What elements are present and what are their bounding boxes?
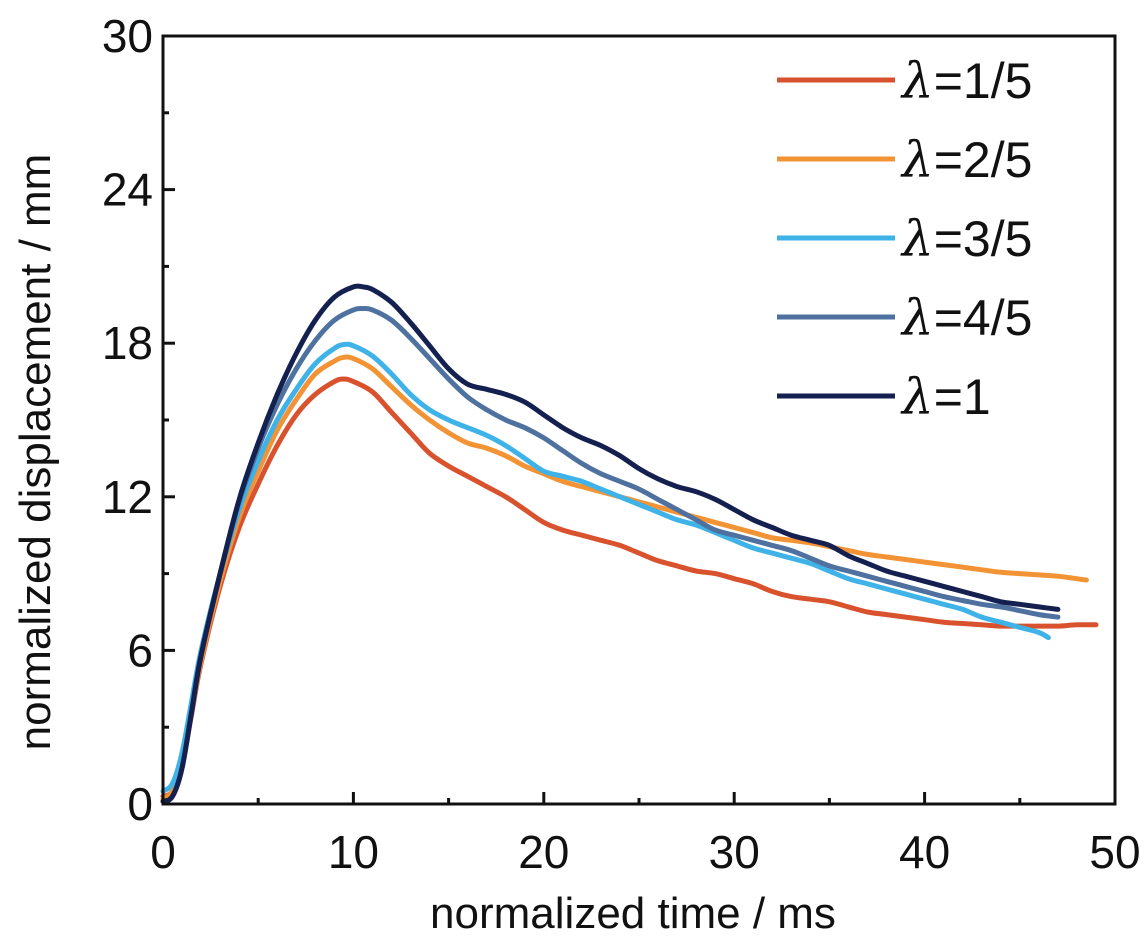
y-tick-label: 30 [102, 10, 153, 62]
legend-lambda-symbol: λ [900, 52, 934, 110]
legend-item: λ=1/5 [777, 52, 1032, 110]
y-tick-label: 6 [127, 624, 153, 676]
legend-item: λ=2/5 [777, 131, 1032, 189]
legend-label-text: =3/5 [934, 211, 1033, 267]
x-axis-title: normalized time / ms [430, 889, 836, 938]
x-tick-label: 20 [518, 826, 569, 878]
legend: λ=1/5λ=2/5λ=3/5λ=4/5λ=1 [777, 52, 1032, 426]
axis-ticks [161, 34, 1117, 806]
tick-labels: 0 10 20 30 40 50 0 6 12 18 24 30 [102, 10, 1141, 878]
series-line-2 [160, 354, 1089, 802]
y-tick-label: 18 [102, 317, 153, 369]
series-line-4 [160, 306, 1061, 804]
legend-label: λ=3/5 [900, 210, 1032, 268]
legend-label: λ=1 [900, 368, 991, 426]
series-line-5 [160, 283, 1061, 804]
legend-label-text: =1 [934, 369, 991, 425]
legend-lambda-symbol: λ [900, 210, 934, 268]
legend-item: λ=1 [777, 368, 991, 426]
x-tick-label: 0 [150, 826, 176, 878]
series-line-3 [160, 341, 1051, 794]
legend-item: λ=4/5 [777, 289, 1032, 347]
legend-item: λ=3/5 [777, 210, 1032, 268]
series-group [160, 283, 1099, 804]
x-tick-label: 40 [899, 826, 950, 878]
y-axis-title: normalized displacement / mm [11, 154, 60, 751]
y-tick-label: 0 [127, 778, 153, 830]
legend-label-text: =1/5 [934, 53, 1033, 109]
y-tick-label: 12 [102, 471, 153, 523]
legend-lambda-symbol: λ [900, 368, 934, 426]
x-tick-label: 30 [709, 826, 760, 878]
legend-lambda-symbol: λ [900, 289, 934, 347]
legend-label: λ=2/5 [900, 131, 1032, 189]
legend-label-text: =4/5 [934, 290, 1033, 346]
x-tick-label: 10 [328, 826, 379, 878]
series-line-1 [160, 376, 1099, 799]
legend-label: λ=1/5 [900, 52, 1032, 110]
x-tick-label: 50 [1089, 826, 1140, 878]
legend-label-text: =2/5 [934, 132, 1033, 188]
legend-lambda-symbol: λ [900, 131, 934, 189]
legend-label: λ=4/5 [900, 289, 1032, 347]
y-tick-label: 24 [102, 164, 153, 216]
